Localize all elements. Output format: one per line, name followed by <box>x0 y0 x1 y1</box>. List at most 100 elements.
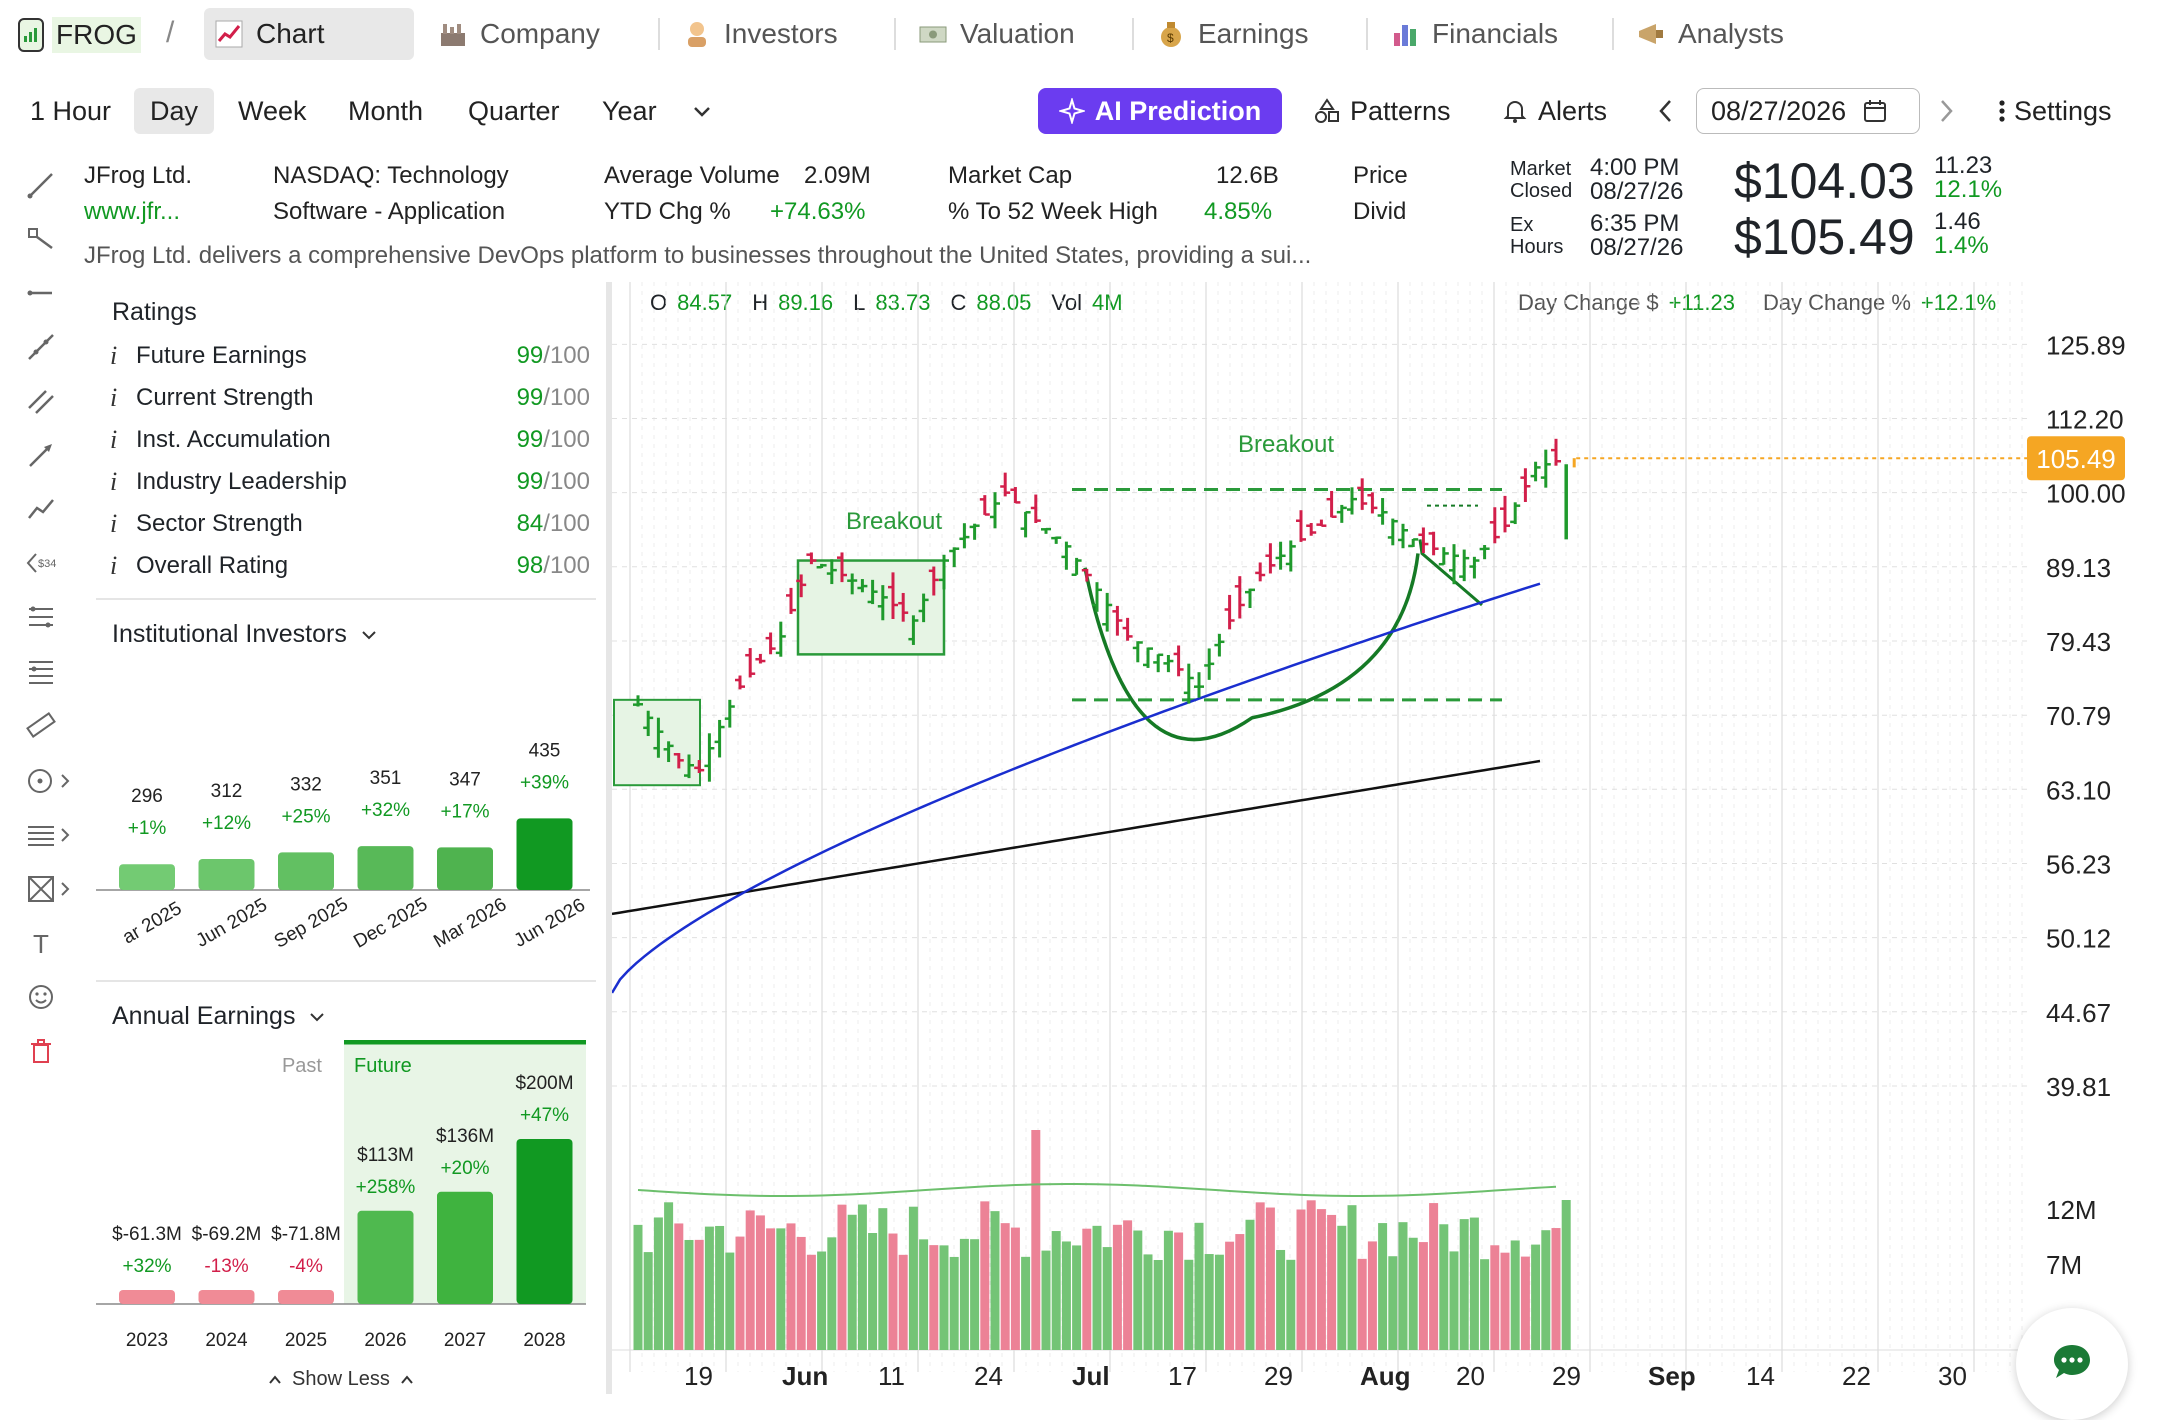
tab-valuation[interactable]: Valuation <box>918 8 1075 60</box>
price-label-icon[interactable]: $34 <box>26 548 66 578</box>
chat-button[interactable] <box>2016 1308 2128 1420</box>
timeframe-week[interactable]: Week <box>238 95 307 126</box>
volume-bar <box>1551 1228 1561 1350</box>
text-lines-icon[interactable] <box>26 820 76 850</box>
last-price-tag-label: 105.49 <box>2036 444 2116 474</box>
nav-separator: / <box>166 16 175 49</box>
closed-label-1: Market <box>1510 158 1572 180</box>
moving-average-50 <box>612 582 1541 994</box>
rating-value: 99 <box>516 426 544 453</box>
volume-bar <box>1010 1227 1020 1350</box>
chevron-down-icon <box>310 1012 325 1021</box>
timeframe-day[interactable]: Day <box>134 88 214 134</box>
ruler-icon[interactable] <box>26 710 56 740</box>
high52-label: % To 52 Week High <box>948 198 1158 225</box>
rating-future-earnings[interactable]: i Future Earnings 99/100 <box>110 336 590 376</box>
tab-company[interactable]: Company <box>438 8 600 60</box>
institutional-period-label: Mar 2026 <box>430 894 510 952</box>
price-chart[interactable]: 158.49141.25125.89112.20100.0089.1379.43… <box>612 282 2160 1394</box>
circle-tool-icon[interactable] <box>26 766 76 796</box>
fib-retracement-icon[interactable] <box>26 602 56 632</box>
rating-label: Future Earnings <box>136 342 307 369</box>
rating-overall[interactable]: i Overall Rating 98/100 <box>110 546 590 586</box>
volume-bar <box>786 1223 796 1350</box>
timeframe-more-dropdown[interactable] <box>690 88 714 134</box>
rating-industry-leadership[interactable]: i Industry Leadership 99/100 <box>110 462 590 502</box>
earnings-bar-value: $-71.8M <box>271 1224 341 1245</box>
ytd-value: +74.63% <box>770 198 866 225</box>
text-tool-icon[interactable]: T <box>26 928 56 958</box>
ai-prediction-button[interactable]: AI Prediction <box>1038 88 1282 134</box>
company-website[interactable]: www.jfr... <box>84 198 181 225</box>
alerts-button[interactable]: Alerts <box>1502 88 1607 134</box>
tab-chart[interactable]: Chart <box>204 8 414 60</box>
fib-extension-icon[interactable] <box>26 656 56 686</box>
rating-max: /100 <box>543 426 590 453</box>
show-less-button[interactable]: Show Less <box>268 1368 414 1391</box>
timeframe-month[interactable]: Month <box>348 95 424 126</box>
date-next-button[interactable] <box>1934 88 1958 134</box>
trash-icon[interactable] <box>26 1036 56 1066</box>
day-change-label: Day Change $ <box>1518 290 1659 315</box>
tab-company-label: Company <box>480 18 600 49</box>
institutional-period-label: Jun 2025 <box>193 895 271 952</box>
settings-button[interactable]: Settings <box>1998 88 2112 134</box>
date-axis-label: 14 <box>1746 1361 1775 1391</box>
volume-bar <box>633 1224 643 1350</box>
volume-bar <box>694 1239 704 1350</box>
rating-sector-strength[interactable]: i Sector Strength 84/100 <box>110 504 590 544</box>
tab-financials[interactable]: Financials <box>1390 8 1558 60</box>
volume-bar <box>1092 1225 1102 1350</box>
timeframe-1-hour[interactable]: 1 Hour <box>30 95 112 126</box>
extended-line-icon[interactable] <box>26 332 56 362</box>
volume-bar <box>1184 1259 1194 1350</box>
date-prev-button[interactable] <box>1654 88 1678 134</box>
volume-bar <box>868 1233 878 1350</box>
timeframe-year[interactable]: Year <box>602 95 657 126</box>
volume-bar <box>990 1211 1000 1350</box>
trend-line-icon[interactable] <box>26 170 56 200</box>
pattern-box-icon[interactable] <box>26 874 76 904</box>
arrow-line-icon[interactable] <box>26 440 56 470</box>
horizontal-line-icon[interactable] <box>26 278 56 308</box>
volume-bar <box>980 1201 990 1350</box>
parallel-channel-icon[interactable] <box>26 386 56 416</box>
volume-bar <box>1041 1250 1051 1350</box>
closed-change-pct: 12.1% <box>1934 176 2003 203</box>
tab-investors[interactable]: Investors <box>682 8 838 60</box>
volume-bar <box>653 1217 663 1350</box>
volume-bar <box>878 1208 888 1350</box>
chevron-down-icon <box>362 630 376 639</box>
money-bag-icon: $ <box>1161 22 1181 47</box>
earnings-year-label: 2025 <box>285 1330 327 1350</box>
volume-bar <box>755 1215 765 1350</box>
earnings-bar-change: +47% <box>520 1105 569 1126</box>
volume-bar <box>643 1252 653 1350</box>
tab-analysts[interactable]: Analysts <box>1636 8 1784 60</box>
tab-earnings[interactable]: $ Earnings <box>1156 8 1309 60</box>
institutional-bar <box>198 858 255 890</box>
ticker-logo[interactable]: FROG <box>18 14 141 56</box>
shapes-icon <box>1315 98 1339 123</box>
day-change-value: +11.23 <box>1668 290 1735 315</box>
polyline-icon[interactable] <box>26 494 56 524</box>
rating-current-strength[interactable]: i Current Strength 99/100 <box>110 378 590 418</box>
patterns-button[interactable]: Patterns <box>1314 88 1451 134</box>
chevron-down-icon <box>694 107 710 117</box>
tab-investors-label: Investors <box>724 18 838 49</box>
date-axis-label: 29 <box>1264 1361 1293 1391</box>
timeframe-quarter[interactable]: Quarter <box>468 95 560 126</box>
institutional-header[interactable]: Institutional Investors <box>112 620 379 649</box>
date-axis-label: Sep <box>1648 1361 1696 1391</box>
ray-tool-icon[interactable] <box>26 224 56 254</box>
volume-bar <box>1306 1200 1316 1350</box>
earnings-header[interactable]: Annual Earnings <box>112 1002 327 1031</box>
tab-chart-label: Chart <box>256 18 325 49</box>
rating-inst-accumulation[interactable]: i Inst. Accumulation 99/100 <box>110 420 590 460</box>
earnings-bar-change: -13% <box>204 1256 248 1277</box>
institutional-period-label: Jun 2026 <box>511 895 589 952</box>
rating-max: /100 <box>543 468 590 495</box>
earnings-bar-value: $113M <box>357 1145 414 1166</box>
emoji-icon[interactable] <box>26 982 56 1012</box>
date-picker[interactable]: 08/27/2026 <box>1696 88 1920 134</box>
